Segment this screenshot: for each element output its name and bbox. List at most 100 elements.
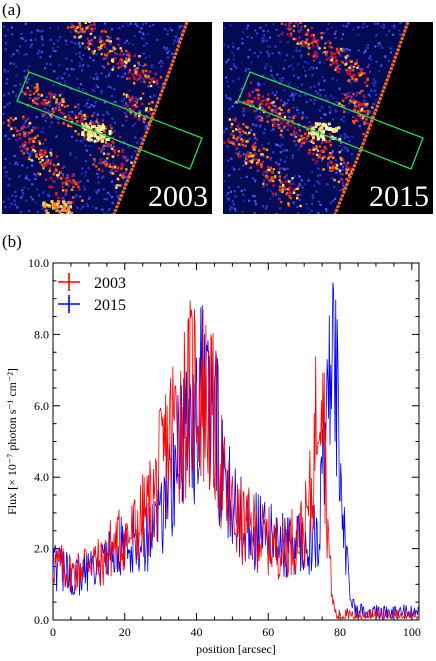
noise-pixel: [316, 180, 319, 183]
emission-pixel: [72, 185, 75, 189]
emission-pixel: [138, 114, 141, 118]
emission-pixel: [136, 68, 139, 72]
noise-pixel: [97, 189, 100, 192]
noise-pixel: [49, 55, 52, 58]
emission-pixel: [302, 141, 305, 145]
emission-pixel: [284, 180, 288, 183]
emission-pixel: [267, 114, 271, 117]
emission-pixel: [350, 100, 353, 103]
emission-pixel: [298, 40, 301, 44]
emission-pixel: [366, 112, 369, 115]
noise-pixel: [40, 213, 44, 214]
noise-pixel: [348, 102, 351, 105]
noise-pixel: [12, 90, 15, 93]
emission-pixel: [142, 72, 146, 76]
noise-pixel: [93, 112, 96, 115]
noise-pixel: [8, 101, 11, 104]
emission-pixel: [32, 137, 36, 140]
emission-pixel: [262, 147, 266, 150]
noise-pixel: [284, 59, 287, 62]
emission-pixel: [125, 61, 128, 65]
noise-pixel: [288, 116, 291, 119]
noise-pixel: [270, 74, 273, 77]
noise-pixel: [55, 116, 58, 120]
noise-pixel: [10, 202, 13, 205]
emission-pixel: [319, 154, 322, 157]
emission-pixel: [30, 159, 33, 162]
limb-bright-pixel: [56, 202, 59, 206]
noise-pixel: [70, 59, 73, 62]
emission-pixel: [125, 115, 128, 118]
noise-pixel: [102, 148, 105, 151]
emission-pixel: [128, 54, 131, 58]
noise-pixel: [30, 43, 33, 46]
emission-pixel: [332, 156, 335, 159]
noise-pixel: [77, 106, 80, 109]
noise-pixel: [285, 149, 288, 152]
noise-pixel: [13, 199, 16, 202]
noise-pixel: [62, 198, 65, 201]
noise-pixel: [265, 205, 269, 208]
noise-pixel: [84, 46, 87, 49]
noise-pixel: [382, 26, 385, 29]
emission-pixel: [28, 140, 31, 144]
emission-pixel: [253, 133, 256, 136]
noise-pixel: [98, 35, 101, 38]
emission-pixel: [320, 141, 324, 145]
emission-pixel: [244, 162, 248, 165]
noise-pixel: [225, 127, 228, 130]
noise-pixel: [138, 64, 141, 67]
emission-pixel: [281, 187, 284, 190]
emission-pixel: [366, 122, 369, 125]
noise-pixel: [6, 78, 9, 81]
noise-pixel: [144, 56, 147, 59]
noise-pixel: [377, 44, 380, 47]
limb-bright-pixel: [55, 209, 59, 212]
noise-pixel: [95, 207, 98, 210]
noise-pixel: [153, 94, 156, 97]
noise-pixel: [44, 67, 47, 70]
noise-pixel: [245, 27, 249, 30]
year-label-2015: 2015: [369, 180, 429, 213]
noise-pixel: [237, 101, 240, 104]
emission-pixel: [319, 156, 323, 159]
emission-pixel: [37, 93, 40, 96]
limb-bright-pixel: [62, 200, 65, 204]
emission-pixel: [326, 162, 330, 165]
noise-pixel: [68, 74, 71, 77]
limb-bright-pixel: [50, 200, 54, 204]
emission-pixel: [32, 140, 35, 143]
emission-pixel: [105, 164, 108, 167]
emission-pixel: [107, 62, 110, 65]
noise-pixel: [331, 118, 335, 121]
emission-pixel: [124, 106, 127, 109]
noise-pixel: [6, 28, 10, 32]
emission-pixel: [125, 93, 129, 97]
emission-pixel: [256, 115, 260, 119]
noise-pixel: [268, 45, 271, 48]
noise-pixel: [102, 188, 105, 191]
noise-pixel: [288, 81, 291, 84]
emission-pixel: [93, 27, 96, 30]
noise-pixel: [18, 175, 21, 178]
noise-pixel: [295, 49, 298, 52]
noise-pixel: [112, 161, 115, 164]
emission-pixel: [313, 38, 316, 41]
noise-pixel: [25, 149, 28, 152]
emission-pixel: [262, 154, 265, 158]
emission-pixel: [249, 81, 253, 84]
noise-pixel: [264, 213, 267, 214]
noise-pixel: [250, 128, 253, 132]
noise-pixel: [22, 192, 25, 195]
emission-pixel: [308, 46, 311, 50]
emission-pixel: [89, 23, 93, 27]
emission-pixel: [92, 52, 95, 55]
emission-pixel: [42, 103, 45, 106]
noise-pixel: [334, 30, 337, 33]
emission-pixel: [310, 26, 314, 30]
bright-core-pixel: [314, 122, 318, 126]
emission-pixel: [28, 131, 31, 134]
noise-pixel: [30, 164, 34, 167]
noise-pixel: [251, 123, 255, 126]
noise-pixel: [261, 40, 264, 43]
